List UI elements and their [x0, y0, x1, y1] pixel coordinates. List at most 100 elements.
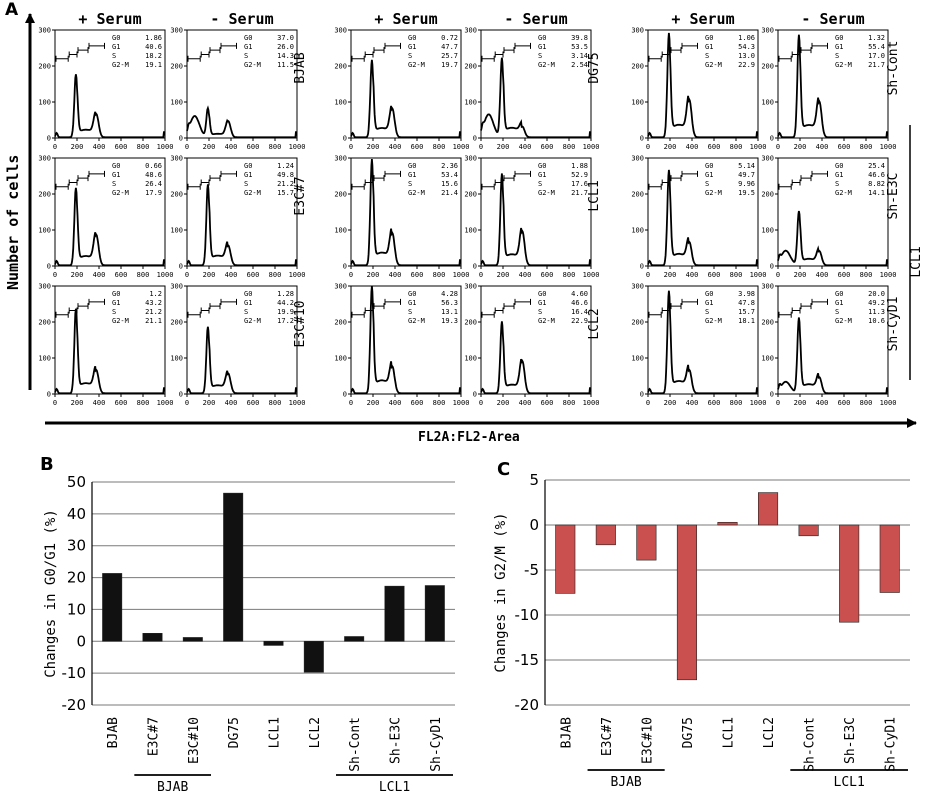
group-label: LCL1: [379, 780, 410, 795]
y-tick-label: 0: [343, 391, 347, 399]
histogram-panel: 0 100 200 300 0 200 400 600 800 1000 G0 1.24 G1 49.8 S…: [170, 155, 305, 280]
y-tick-label: 200: [464, 191, 477, 199]
x-tick-label: 0: [479, 271, 483, 279]
histogram-panel: 0 100 200 300 0 200 400 600 800 1000 G0 0.72 G1 47.7 S…: [334, 27, 469, 152]
phase-name: S: [538, 180, 542, 188]
phase-name: G1: [112, 299, 120, 307]
phase-name: G0: [835, 290, 843, 298]
x-tick-label: 400: [225, 271, 238, 279]
phase-value: 53.4: [441, 171, 458, 179]
row-label: E3C#10: [293, 301, 308, 348]
x-tick-label: 400: [225, 399, 238, 407]
y-tick-label: 100: [631, 355, 644, 363]
x-tick-label: 800: [137, 143, 150, 151]
phase-name: G2-M: [112, 317, 129, 325]
y-tick-label: 300: [464, 27, 477, 35]
phase-name: G2-M: [408, 189, 425, 197]
x-tick-label: 400: [816, 143, 829, 151]
phase-name: S: [244, 52, 248, 60]
phase-value: 1.06: [738, 34, 755, 42]
y-axis-label: Changes in G2/M (%): [493, 512, 509, 672]
gate-marker: [503, 303, 515, 310]
y-tick-label: 300: [334, 283, 347, 291]
y-tick-label: -10: [515, 606, 540, 624]
y-tick-label: -20: [515, 696, 540, 714]
y-tick-label: 0: [640, 135, 644, 143]
gate-marker: [187, 183, 201, 190]
y-tick-label: 30: [67, 537, 86, 555]
gate-marker: [811, 42, 828, 49]
histogram-panel: 0 100 200 300 0 200 400 600 800 1000 G0 0.66 G1 48.6 S…: [38, 155, 173, 280]
phase-name: G1: [705, 43, 713, 51]
phase-name: G0: [244, 34, 252, 42]
x-tick-label: 1000: [750, 271, 767, 279]
histogram-curve: [777, 34, 888, 139]
x-tick-label: 600: [411, 143, 424, 151]
y-tick-label: 300: [631, 283, 644, 291]
y-tick-label: 300: [38, 283, 51, 291]
phase-name: G1: [244, 299, 252, 307]
x-tick-label: 400: [93, 399, 106, 407]
x-tick-label: 0: [53, 271, 57, 279]
y-tick-label: 100: [631, 227, 644, 235]
gate-marker: [681, 42, 698, 49]
y-tick-label: 0: [47, 263, 51, 271]
x-tick-label: 1000: [289, 399, 306, 407]
x-tick-label: 200: [71, 143, 84, 151]
x-tick-label: 800: [137, 399, 150, 407]
gate-marker: [648, 55, 662, 62]
phase-value: 55.4: [868, 43, 885, 51]
gate-marker: [88, 170, 105, 177]
x-tick-label: 400: [519, 271, 532, 279]
x-tick-label: 600: [838, 143, 851, 151]
x-tick-label: 800: [730, 271, 743, 279]
x-tick-label: 200: [497, 271, 510, 279]
column-header: + Serum: [374, 10, 437, 28]
y-tick-label: 200: [38, 63, 51, 71]
gate-marker: [77, 303, 89, 310]
phase-value: 21.2: [145, 308, 162, 316]
histogram-panel: 0 100 200 300 0 200 400 600 800 1000 G0 1.88 G1 52.9 S…: [464, 155, 599, 280]
phase-name: S: [538, 308, 542, 316]
histogram-curve: [777, 210, 888, 267]
bar: [263, 640, 284, 646]
gate-marker: [670, 303, 682, 310]
phase-value: 17.2: [277, 317, 294, 325]
x-tick-label: 200: [71, 271, 84, 279]
phase-name: G2-M: [538, 189, 555, 197]
y-tick-label: 200: [170, 191, 183, 199]
phase-value: 1.24: [277, 162, 294, 170]
phase-name: S: [244, 180, 248, 188]
phase-value: 13.1: [441, 308, 458, 316]
x-tick-label: 1000: [750, 143, 767, 151]
phase-value: 3.14: [571, 52, 588, 60]
phase-name: S: [835, 180, 839, 188]
x-tick-label: 400: [389, 399, 402, 407]
histogram-curve: [54, 74, 165, 139]
phase-name: G1: [538, 171, 546, 179]
phase-value: 15.7: [277, 189, 294, 197]
histogram-panel: 0 100 200 300 0 200 400 600 800 1000 G0 3.98 G1 47.8 S…: [631, 283, 766, 408]
y-tick-label: -20: [62, 696, 87, 714]
category-label: Sh-E3C: [843, 717, 858, 764]
phase-value: 49.7: [738, 171, 755, 179]
x-tick-label: 400: [93, 143, 106, 151]
phase-name: S: [408, 308, 412, 316]
phase-value: 22.9: [571, 317, 588, 325]
category-label: Sh-CyD1: [429, 717, 444, 772]
y-axis-label: Number of cells: [4, 155, 22, 290]
y-tick-label: 100: [38, 355, 51, 363]
phase-name: G0: [112, 162, 120, 170]
histogram-curve: [350, 59, 461, 139]
x-tick-label: 200: [794, 143, 807, 151]
x-tick-label: 600: [541, 143, 554, 151]
phase-value: 19.3: [441, 317, 458, 325]
x-tick-label: 1000: [289, 271, 306, 279]
gate-marker: [88, 298, 105, 305]
phase-name: G2-M: [112, 61, 129, 69]
phase-value: 1.28: [277, 290, 294, 298]
y-tick-label: 5: [529, 471, 539, 489]
x-tick-label: 1000: [583, 399, 600, 407]
phase-name: G1: [112, 171, 120, 179]
phase-name: G2-M: [835, 61, 852, 69]
